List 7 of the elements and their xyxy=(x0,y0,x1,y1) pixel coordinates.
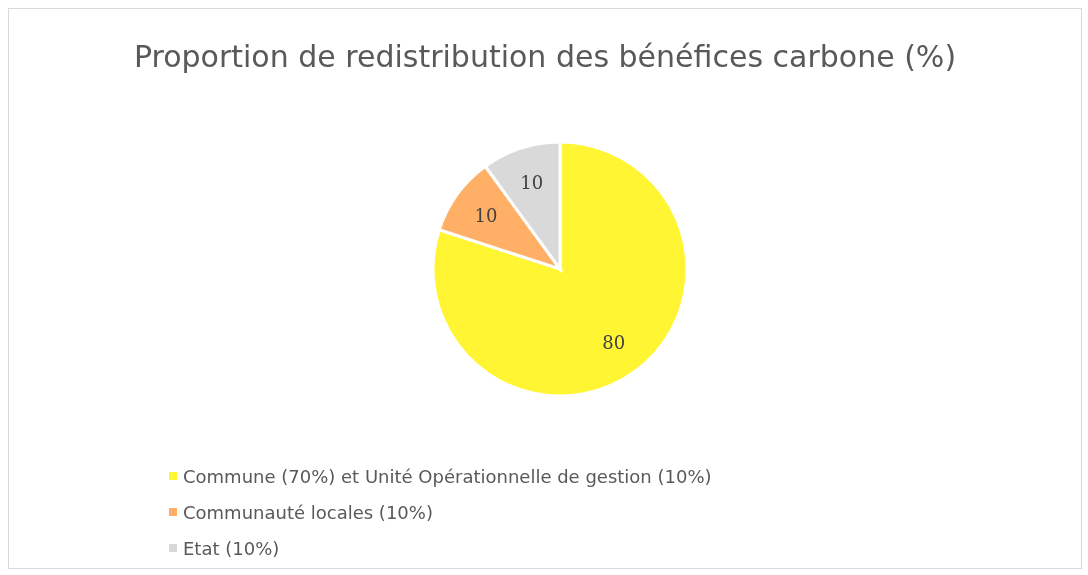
data-label: 10 xyxy=(520,171,544,193)
legend-label: Commune (70%) et Unité Opérationnelle de gestion (10%) xyxy=(183,465,712,487)
legend-label: Etat (10%) xyxy=(183,537,280,559)
data-label: 80 xyxy=(602,332,626,354)
legend-label: Communauté locales (10%) xyxy=(183,501,433,523)
data-label: 10 xyxy=(474,204,498,226)
chart-title: Proportion de redistribution des bénéfices carbone (%) xyxy=(132,39,958,74)
